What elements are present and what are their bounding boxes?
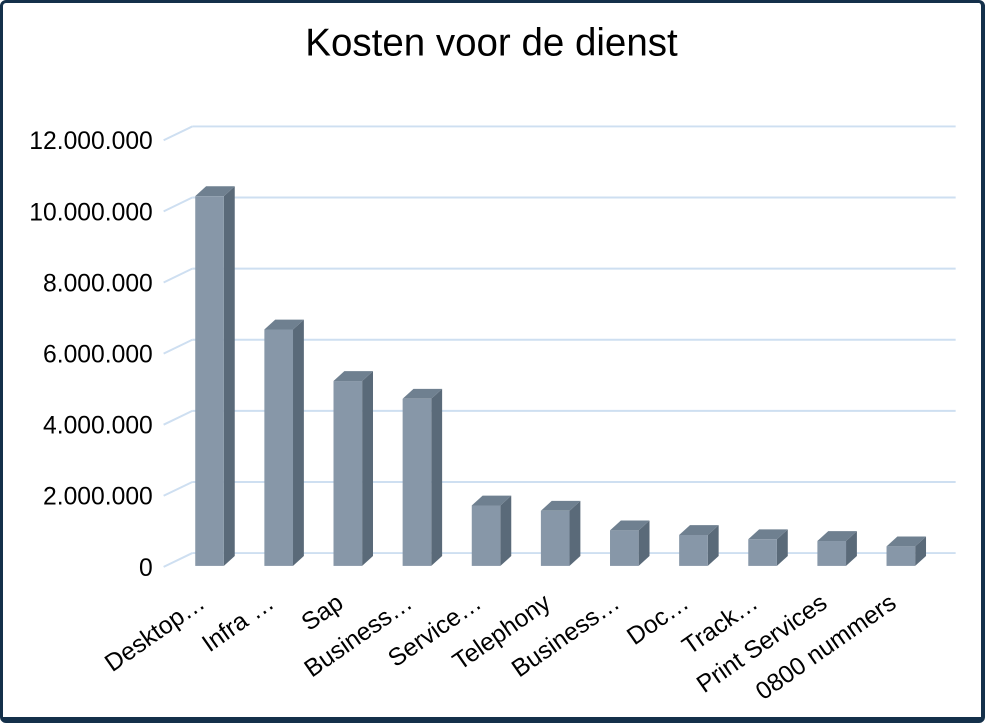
bar-top-face (679, 525, 719, 535)
bar-column (748, 529, 788, 566)
grid-layer (163, 125, 956, 568)
bar-top-face (402, 388, 443, 399)
bar-top-face (264, 319, 304, 330)
bar-chart: 0 2.000.000 4.000.000 6.000.000 8.000.000 10.… (29, 21, 956, 706)
bar-column (610, 520, 650, 566)
bar-column (264, 319, 304, 566)
y-axis-label: 12.000.000 (29, 128, 152, 155)
bar-side-face (431, 388, 443, 566)
bar-side-face (362, 371, 373, 566)
axis-tick-connector (163, 196, 193, 213)
bar-top-face (817, 531, 857, 542)
y-axis-label: 0 (139, 555, 153, 582)
bar-top-face (886, 536, 927, 547)
axis-tick-connector (163, 125, 193, 142)
bar-side-face (776, 529, 788, 566)
axis-tick-connector (163, 552, 193, 568)
bar-side-face (293, 319, 304, 566)
bar-column (817, 531, 857, 566)
y-axis-label: 2.000.000 (43, 484, 153, 511)
axis-tick-connector (163, 409, 193, 426)
y-axis-label: 4.000.000 (43, 413, 153, 440)
bar-top-face (471, 495, 512, 506)
x-axis-label: Sap (297, 589, 348, 636)
bar-column (679, 525, 719, 566)
x-axis-label: Desktop… (100, 589, 210, 677)
bar-front-face (195, 196, 224, 566)
bar-front-face (817, 541, 847, 566)
x-axis-label: Infra … (197, 589, 279, 658)
bar-top-face (333, 371, 373, 382)
bar-side-face (223, 186, 235, 566)
bar-front-face (886, 546, 916, 566)
bar-column (333, 371, 373, 566)
bar-front-face (610, 530, 639, 566)
bar-side-face (846, 531, 857, 566)
bar-column (195, 186, 235, 566)
bar-top-face (748, 529, 788, 540)
bar-front-face (540, 510, 570, 566)
chart-title: Kosten voor de dienst (305, 21, 678, 64)
bar-front-face (402, 398, 432, 566)
bar-front-face (679, 534, 708, 566)
bar-front-face (264, 329, 294, 566)
axis-tick-connector (163, 481, 193, 497)
bar-column (886, 536, 927, 566)
bar-side-face (915, 536, 927, 566)
bar-front-face (333, 381, 363, 566)
bar-front-face (471, 505, 501, 566)
y-axis-label: 8.000.000 (43, 270, 153, 297)
bar-front-face (748, 539, 777, 566)
axis-tick-connector (163, 338, 193, 355)
labels-layer: 0 2.000.000 4.000.000 6.000.000 8.000.000 10.… (29, 128, 901, 706)
bar-top-face (610, 520, 650, 531)
axis-tick-connector (163, 267, 193, 284)
bar-side-face (638, 520, 650, 566)
bars-layer (195, 186, 927, 566)
bar-side-face (569, 500, 581, 566)
bar-column (402, 388, 443, 566)
y-axis-label: 6.000.000 (43, 341, 153, 368)
bar-side-face (707, 525, 719, 566)
bar-side-face (500, 495, 512, 566)
bar-column (540, 500, 581, 566)
y-axis-label: 10.000.000 (29, 199, 152, 226)
bar-top-face (195, 186, 235, 197)
bar-top-face (540, 500, 581, 511)
bar-column (471, 495, 512, 566)
